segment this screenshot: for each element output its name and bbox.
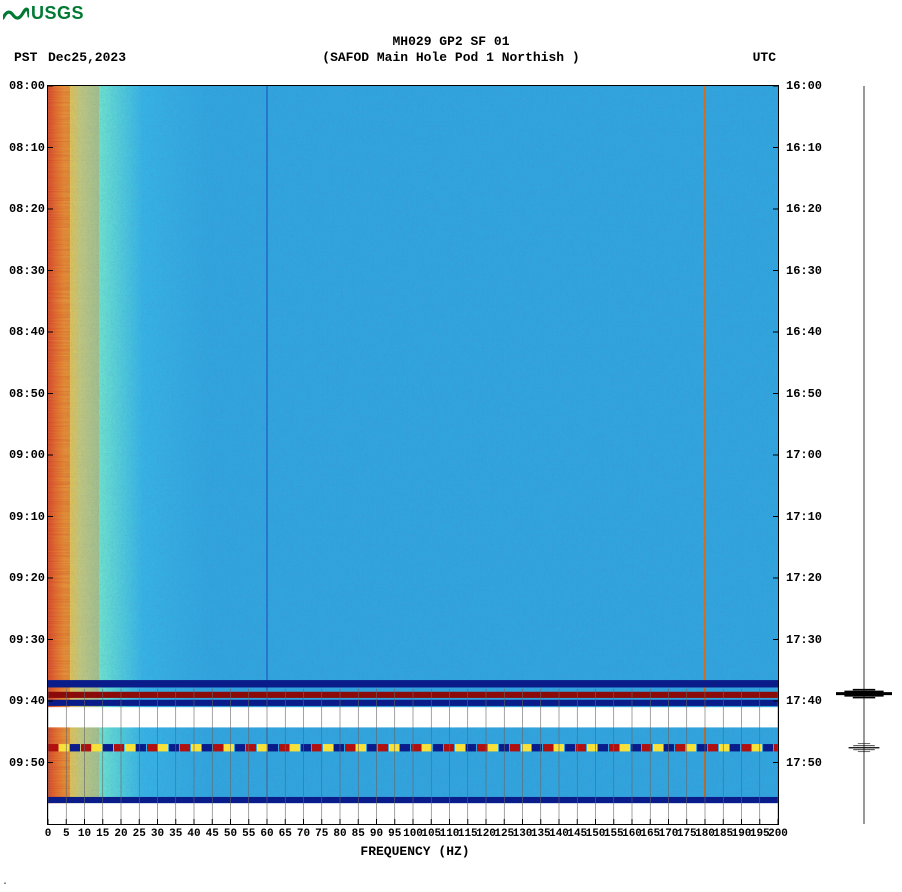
xtick: 165: [640, 828, 660, 840]
xtick: 45: [206, 828, 219, 840]
ytick-left: 08:30: [3, 264, 45, 278]
xtick: 190: [732, 828, 752, 840]
ytick-left: 08:10: [3, 141, 45, 155]
ytick-right: 17:30: [786, 633, 822, 647]
xtick: 120: [476, 828, 496, 840]
usgs-logo: USGS: [3, 3, 84, 24]
ytick-right: 16:30: [786, 264, 822, 278]
ytick-left: 08:40: [3, 325, 45, 339]
ytick-right: 17:50: [786, 756, 822, 770]
xtick: 10: [78, 828, 91, 840]
usgs-wave-icon: [3, 6, 29, 22]
ytick-left: 09:50: [3, 756, 45, 770]
x-axis-label: FREQUENCY (HZ): [0, 844, 830, 859]
xtick: 175: [677, 828, 697, 840]
ytick-left: 09:30: [3, 633, 45, 647]
spectrogram-svg: [48, 86, 778, 824]
xtick: 60: [260, 828, 273, 840]
xtick: 135: [531, 828, 551, 840]
xtick: 15: [96, 828, 109, 840]
ytick-right: 16:40: [786, 325, 822, 339]
xtick: 70: [297, 828, 310, 840]
xtick: 35: [169, 828, 182, 840]
ytick-left: 08:20: [3, 202, 45, 216]
xtick: 180: [695, 828, 715, 840]
xtick: 140: [549, 828, 569, 840]
ytick-right: 17:20: [786, 571, 822, 585]
ytick-right: 16:10: [786, 141, 822, 155]
ytick-right: 17:10: [786, 510, 822, 524]
xtick: 170: [659, 828, 679, 840]
xtick: 110: [440, 828, 460, 840]
ytick-right: 16:50: [786, 387, 822, 401]
amplitude-side-trace: [834, 86, 894, 824]
xtick: 95: [388, 828, 401, 840]
xtick: 0: [45, 828, 52, 840]
ytick-right: 17:00: [786, 448, 822, 462]
tz-left-label: PST: [14, 50, 37, 65]
usgs-logo-text: USGS: [31, 3, 84, 24]
xtick: 125: [494, 828, 514, 840]
xtick: 115: [458, 828, 478, 840]
xtick: 145: [567, 828, 587, 840]
xtick: 50: [224, 828, 237, 840]
ytick-left: 09:00: [3, 448, 45, 462]
tz-right-label: UTC: [753, 50, 776, 65]
ytick-left: 09:20: [3, 571, 45, 585]
xtick: 155: [604, 828, 624, 840]
ytick-right: 16:20: [786, 202, 822, 216]
xtick: 150: [586, 828, 606, 840]
spectrogram-plot: [48, 86, 778, 824]
ytick-right: 17:40: [786, 694, 822, 708]
xtick: 90: [370, 828, 383, 840]
station-title: MH029 GP2 SF 01: [0, 34, 902, 49]
ytick-right: 16:00: [786, 79, 822, 93]
xtick: 75: [315, 828, 328, 840]
xtick: 195: [750, 828, 770, 840]
date-label: Dec25,2023: [48, 50, 126, 65]
xtick: 160: [622, 828, 642, 840]
ytick-left: 09:10: [3, 510, 45, 524]
ytick-left: 08:50: [3, 387, 45, 401]
xtick: 185: [713, 828, 733, 840]
xtick: 20: [114, 828, 127, 840]
xtick: 30: [151, 828, 164, 840]
ytick-left: 09:40: [3, 694, 45, 708]
xtick: 25: [133, 828, 146, 840]
xtick: 105: [421, 828, 441, 840]
xtick: 5: [63, 828, 70, 840]
xtick: 40: [187, 828, 200, 840]
xtick: 100: [403, 828, 423, 840]
xtick: 130: [513, 828, 533, 840]
xtick: 200: [768, 828, 788, 840]
amplitude-svg: [834, 86, 894, 824]
xtick: 65: [279, 828, 292, 840]
xtick: 55: [242, 828, 255, 840]
corner-mark: ·: [2, 879, 8, 890]
xtick: 85: [352, 828, 365, 840]
ytick-left: 08:00: [3, 79, 45, 93]
xtick: 80: [333, 828, 346, 840]
